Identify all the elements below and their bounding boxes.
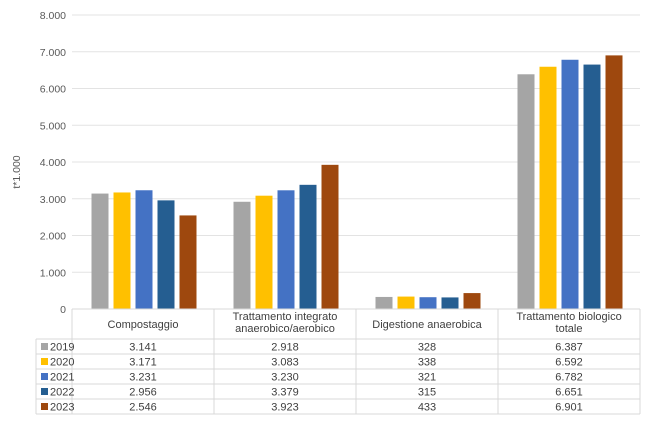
data-label: 321	[418, 372, 436, 384]
category-label: Trattamento biologico	[516, 311, 621, 323]
bar	[441, 297, 459, 309]
bar	[299, 184, 317, 309]
data-label: 3.923	[271, 402, 299, 414]
bar	[255, 195, 273, 309]
bar	[321, 164, 339, 309]
category-label: Digestione anaerobica	[372, 319, 482, 331]
bar	[583, 64, 601, 310]
y-tick-label: 1.000	[40, 267, 66, 279]
y-tick-label: 7.000	[40, 47, 66, 59]
y-axis-title: t*1.000	[11, 155, 23, 188]
legend-swatch	[41, 388, 48, 395]
legend-swatch	[41, 373, 48, 380]
category-label: totale	[556, 323, 583, 335]
y-tick-label: 5.000	[40, 120, 66, 132]
y-tick-label: 0	[60, 304, 66, 316]
data-label: 6.592	[555, 357, 583, 369]
y-axis-ticks: 0 1.000 2.000 3.000 4.000 5.000 6.000 7.000 8.00…	[40, 10, 66, 316]
bar	[517, 74, 535, 310]
bar	[605, 55, 623, 310]
bar	[179, 215, 197, 309]
data-label: 328	[418, 342, 436, 354]
data-label: 338	[418, 357, 436, 369]
data-label: 315	[418, 387, 436, 399]
legend-label: 2019	[50, 342, 74, 354]
bar	[561, 59, 579, 309]
bar	[277, 190, 295, 309]
category-label: Trattamento integrato	[233, 311, 338, 323]
data-label: 2.546	[129, 402, 157, 414]
bar	[397, 296, 415, 309]
legend-label: 2021	[50, 372, 74, 384]
legend-label: 2023	[50, 402, 74, 414]
data-table: Compostaggio Trattamento integratoanaerob…	[35, 308, 641, 415]
bar	[113, 192, 131, 309]
category-label: Compostaggio	[108, 319, 179, 331]
data-label: 6.901	[555, 402, 583, 414]
bar	[463, 293, 481, 309]
data-label: 3.230	[271, 372, 299, 384]
bar	[375, 296, 393, 309]
bars	[91, 55, 623, 310]
data-label: 433	[418, 402, 436, 414]
data-label: 3.171	[129, 357, 157, 369]
bar	[419, 297, 437, 309]
category-label: anaerobico/aerobico	[235, 323, 335, 335]
legend-label: 2020	[50, 357, 74, 369]
bar	[91, 193, 109, 309]
y-tick-label: 6.000	[40, 84, 66, 96]
data-label: 3.379	[271, 387, 299, 399]
y-tick-label: 8.000	[40, 10, 66, 22]
legend-swatch	[41, 403, 48, 410]
data-label: 2.918	[271, 342, 299, 354]
bar	[233, 201, 251, 309]
data-label: 3.083	[271, 357, 299, 369]
data-label: 6.387	[555, 342, 583, 354]
legend-swatch	[41, 343, 48, 350]
data-label: 2.956	[129, 387, 157, 399]
data-label: 3.231	[129, 372, 157, 384]
bar	[157, 200, 175, 309]
y-tick-label: 2.000	[40, 231, 66, 243]
y-tick-label: 3.000	[40, 194, 66, 206]
data-label: 6.782	[555, 372, 583, 384]
y-tick-label: 4.000	[40, 157, 66, 169]
bar	[135, 190, 153, 309]
bar	[539, 66, 557, 309]
data-label: 6.651	[555, 387, 583, 399]
legend-swatch	[41, 358, 48, 365]
legend-label: 2022	[50, 387, 74, 399]
data-label: 3.141	[129, 342, 157, 354]
